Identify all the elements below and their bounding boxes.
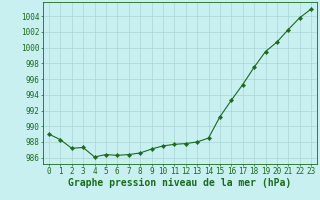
X-axis label: Graphe pression niveau de la mer (hPa): Graphe pression niveau de la mer (hPa) bbox=[68, 178, 292, 188]
